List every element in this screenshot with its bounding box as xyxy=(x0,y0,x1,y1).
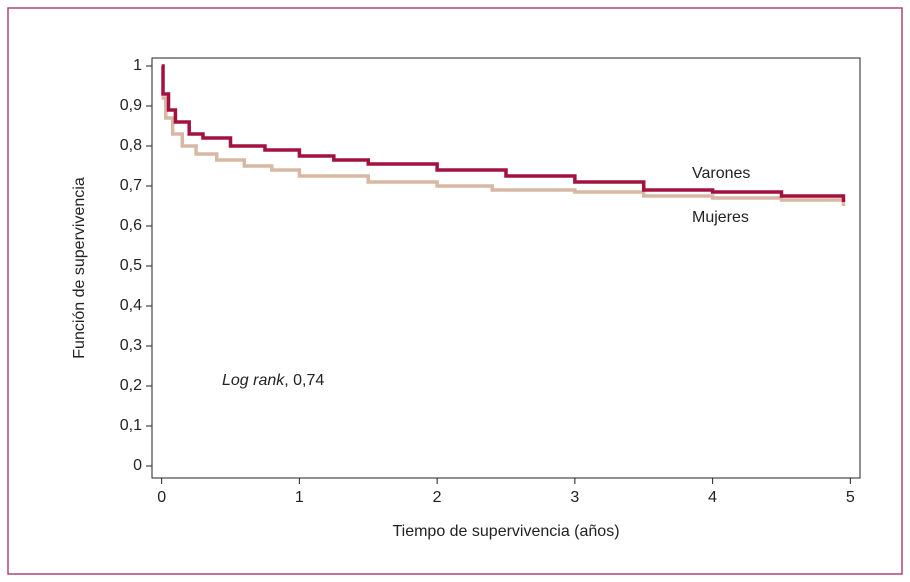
y-tick-label: 0,4 xyxy=(120,297,142,314)
survival-curve xyxy=(161,64,846,202)
y-tick-label: 0,3 xyxy=(120,337,142,354)
survival-curve xyxy=(161,96,846,206)
y-tick-label: 0,2 xyxy=(120,377,142,394)
x-axis-label: Tiempo de supervivencia (años) xyxy=(392,523,619,540)
y-tick-label: 0,1 xyxy=(120,417,142,434)
x-tick-label: 5 xyxy=(846,489,855,506)
series-label: Mujeres xyxy=(692,209,749,226)
annotation-text: , 0,74 xyxy=(284,372,324,389)
y-tick-label: 0,9 xyxy=(120,97,142,114)
series-label: Varones xyxy=(692,165,750,182)
frame xyxy=(7,7,903,575)
y-axis-label: Función de supervivencia xyxy=(71,177,88,359)
annotation: Log rank, 0,74 xyxy=(222,372,324,389)
annotation-italic: Log rank xyxy=(222,372,285,389)
plot-box xyxy=(151,57,861,479)
x-tick-label: 3 xyxy=(570,489,579,506)
y-tick-label: 1 xyxy=(133,57,142,74)
x-tick-label: 2 xyxy=(433,489,442,506)
y-tick-label: 0,7 xyxy=(120,177,142,194)
x-tick-label: 4 xyxy=(708,489,717,506)
x-tick-label: 0 xyxy=(157,489,166,506)
y-tick-label: 0,5 xyxy=(120,257,142,274)
y-tick-label: 0,8 xyxy=(120,137,142,154)
y-tick-label: 0,6 xyxy=(120,217,142,234)
x-tick-label: 1 xyxy=(295,489,304,506)
y-tick-label: 0 xyxy=(133,457,142,474)
